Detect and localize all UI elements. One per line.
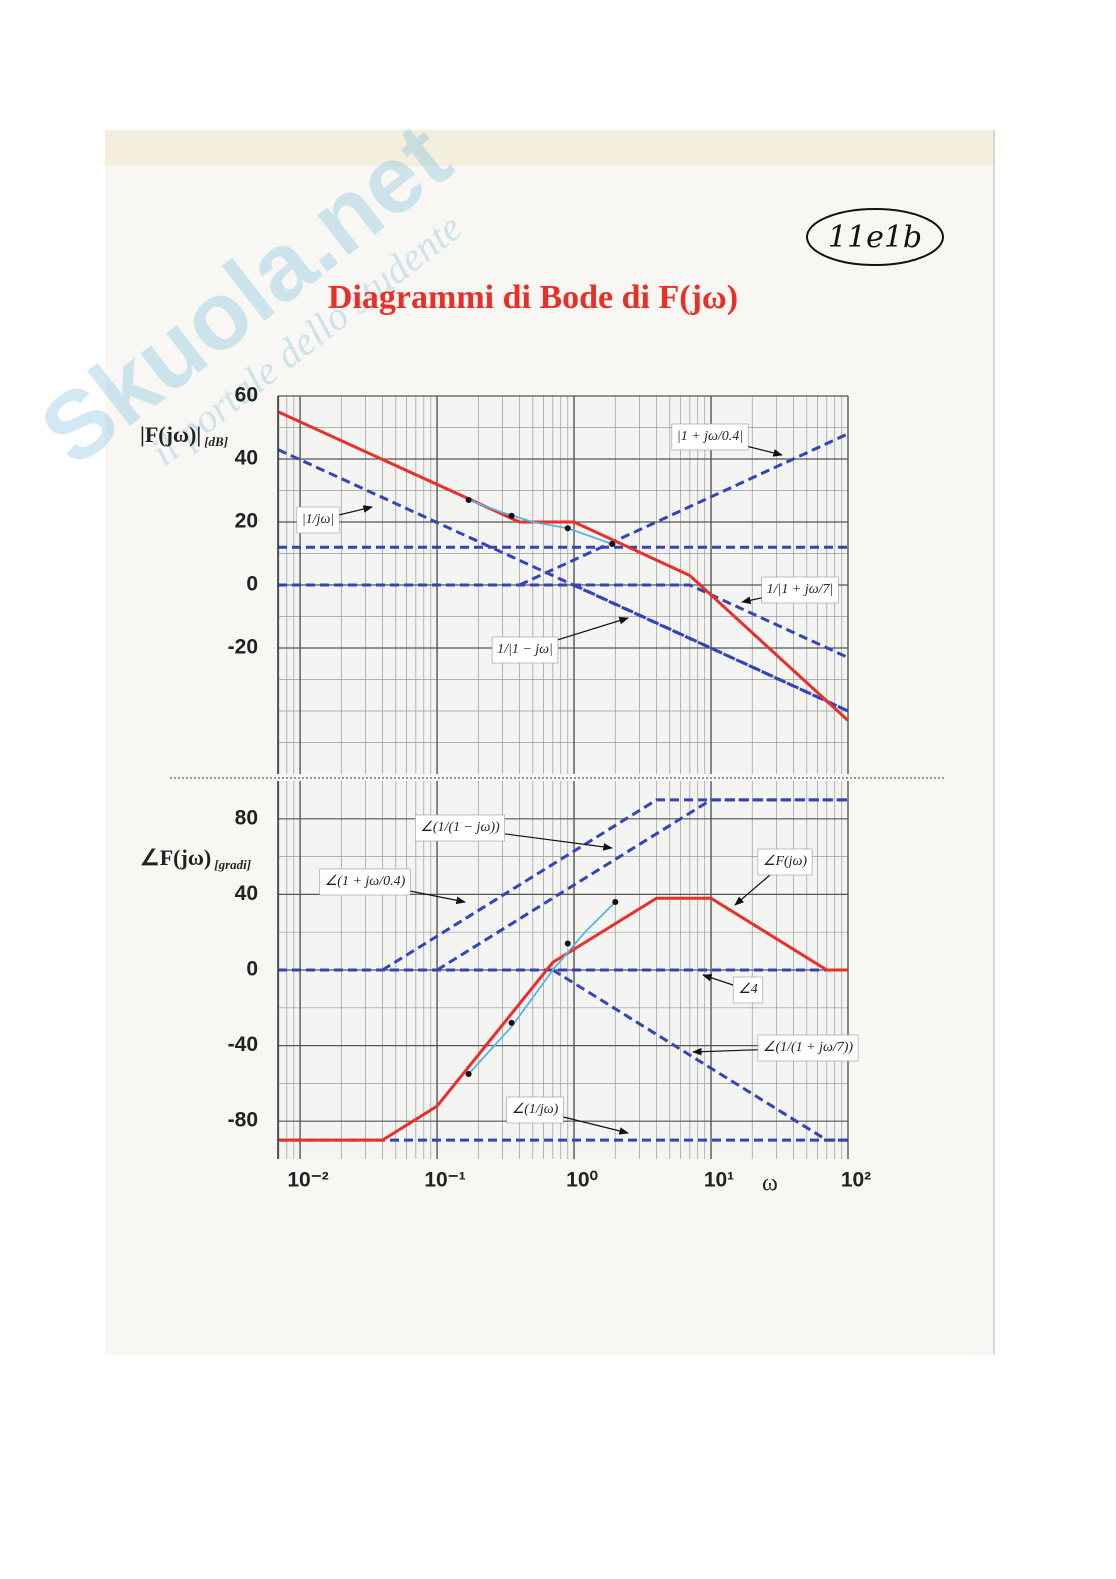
curve-line — [467, 901, 616, 1075]
series-label: ∠(1/jω) — [512, 1102, 559, 1117]
annotation-box — [732, 976, 764, 1004]
y-tick-label: 20 — [235, 510, 258, 533]
y-tick-label: 60 — [235, 384, 258, 407]
series-label: |1 + jω/0.4| — [677, 429, 743, 444]
y-tick-label: -80 — [228, 1109, 258, 1132]
asymptote-line — [573, 583, 849, 713]
y-tick-label: 80 — [235, 806, 258, 829]
series-label: ∠F(jω) — [763, 854, 808, 869]
annotation-box — [319, 868, 411, 896]
annotation-box — [761, 576, 839, 604]
y-tick-label: 40 — [235, 447, 258, 470]
series-label: 1/|1 + jω/7| — [767, 582, 834, 597]
x-tick-label: 10² — [841, 1169, 871, 1192]
series-label: ∠(1/(1 + jω/7)) — [763, 1040, 854, 1055]
page-title: Diagrammi di Bode di F(jω) — [328, 279, 738, 316]
annotation-box — [671, 423, 749, 451]
annotation: ∠(1/(1 + jω/7)) — [692, 1034, 859, 1062]
annotation: 1/|1 − jω| — [491, 616, 629, 664]
handwritten-note: 11e1b — [828, 220, 922, 255]
y-axis-label: ∠F(jω) — [140, 845, 211, 870]
annotation: |1 + jω/0.4| — [671, 423, 783, 457]
curve-line — [277, 410, 850, 722]
annotation: ∠F(jω) — [734, 848, 813, 906]
paper-band — [105, 130, 995, 166]
x-tick-label: 10¹ — [704, 1169, 734, 1192]
asymptote-line — [436, 798, 848, 972]
x-axis-label: ω — [762, 1171, 778, 1197]
annotation-box — [757, 1034, 859, 1062]
y-tick-label: -40 — [228, 1033, 258, 1056]
series-label: ∠(1/(1 − jω)) — [420, 820, 500, 835]
asymptote-line — [518, 432, 849, 587]
y-axis-label: |F(jω)| — [140, 422, 201, 447]
data-point — [564, 525, 571, 532]
y-tick-label: -20 — [228, 636, 258, 659]
x-tick-label: 10⁻² — [287, 1169, 328, 1192]
plots: -20 0 20 40 60 |F(jω)| [dB] |1/jω| |1 + jω/0.4| 1… — [140, 384, 871, 1197]
y-tick-label: 40 — [235, 882, 258, 905]
series-label: |1/jω| — [302, 512, 334, 527]
data-point — [612, 898, 619, 905]
annotation-box — [296, 506, 340, 534]
series-label: 1/|1 − jω| — [497, 642, 553, 657]
curve-line — [278, 896, 848, 1142]
annotation: ∠4 — [702, 974, 764, 1004]
y-axis-unit: [gradi] — [214, 857, 251, 872]
data-point — [508, 1019, 515, 1026]
data-point — [465, 496, 472, 503]
data-point — [508, 512, 515, 519]
curve-line — [468, 499, 613, 545]
asymptote-line — [278, 583, 849, 659]
annotation-box — [415, 814, 505, 842]
data-point — [465, 1070, 472, 1077]
series-label: ∠(1 + jω/0.4) — [325, 874, 406, 889]
note-oval — [806, 208, 944, 266]
annotation-box — [491, 636, 559, 664]
series-label: ∠4 — [738, 982, 758, 997]
annotation-box — [506, 1096, 564, 1124]
x-tick-label: 10⁰ — [566, 1169, 598, 1192]
annotation: ∠(1/(1 − jω)) — [415, 814, 613, 851]
data-point — [609, 541, 616, 548]
annotation-box — [757, 848, 813, 876]
x-tick-label: 10⁻¹ — [424, 1169, 465, 1192]
data-point — [564, 940, 571, 947]
y-tick-label: 0 — [246, 573, 258, 596]
y-axis-unit: [dB] — [204, 434, 228, 449]
annotation: 1/|1 + jω/7| — [741, 576, 839, 605]
annotation: ∠(1 + jω/0.4) — [319, 868, 466, 905]
annotation: ∠(1/jω) — [506, 1096, 629, 1135]
annotation: |1/jω| — [296, 505, 373, 534]
y-tick-label: 0 — [246, 958, 258, 981]
